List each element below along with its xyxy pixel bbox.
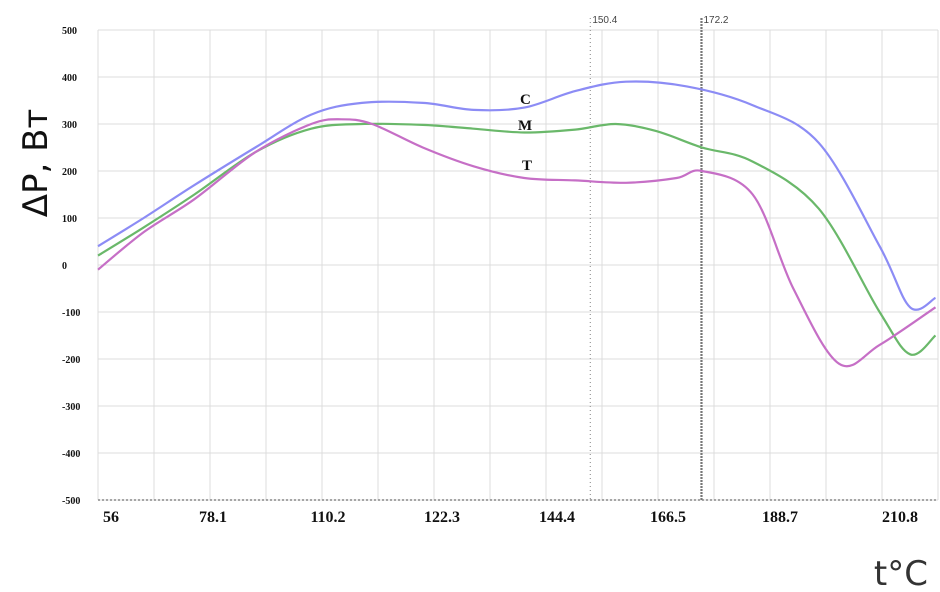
series-labels: CM T bbox=[518, 92, 532, 174]
y-tick-label: -500 bbox=[62, 496, 80, 507]
series-line-T bbox=[97, 118, 937, 368]
x-tick-label: 56 bbox=[103, 509, 119, 526]
y-tick-label: 300 bbox=[62, 120, 77, 131]
y-tick-label: 200 bbox=[62, 167, 77, 178]
series-label-C: C bbox=[520, 92, 531, 108]
y-tick-label: -400 bbox=[62, 449, 80, 460]
x-tick-label: 188.7 bbox=[762, 509, 798, 526]
series-label-M: M bbox=[518, 118, 532, 134]
y-tick-label: -200 bbox=[62, 355, 80, 366]
series-line-C bbox=[97, 80, 937, 311]
x-tick-label: 166.5 bbox=[650, 509, 686, 526]
markers: 150.4 172.2 bbox=[589, 15, 729, 500]
series-lines bbox=[97, 80, 937, 368]
y-tick-label: 100 bbox=[62, 214, 77, 225]
marker-label: 172.2 bbox=[703, 15, 728, 26]
x-tick-label: 210.8 bbox=[882, 509, 918, 526]
grid bbox=[97, 29, 939, 501]
y-tick-label: 400 bbox=[62, 73, 77, 84]
x-tick-label: 78.1 bbox=[199, 509, 227, 526]
marker-label: 150.4 bbox=[592, 15, 617, 26]
y-tick-labels: 500 400 300 200 100 0 -100 -200 -300 -400 -500 bbox=[62, 26, 80, 507]
series-label-T: T bbox=[522, 158, 532, 174]
x-tick-label: 110.2 bbox=[310, 509, 345, 526]
y-tick-label: 500 bbox=[62, 26, 77, 37]
y-tick-label: -100 bbox=[62, 308, 80, 319]
y-tick-label: -300 bbox=[62, 402, 80, 413]
x-tick-labels: 56 78.1 110.2 122.3 144.4 166.5 188.7 210.8 bbox=[103, 509, 918, 526]
x-axis-label: t°C bbox=[874, 554, 928, 592]
x-tick-label: 144.4 bbox=[539, 509, 575, 526]
y-axis-label: ΔP, Вт bbox=[16, 109, 56, 218]
x-tick-label: 122.3 bbox=[424, 509, 460, 526]
y-tick-label: 0 bbox=[62, 261, 67, 272]
